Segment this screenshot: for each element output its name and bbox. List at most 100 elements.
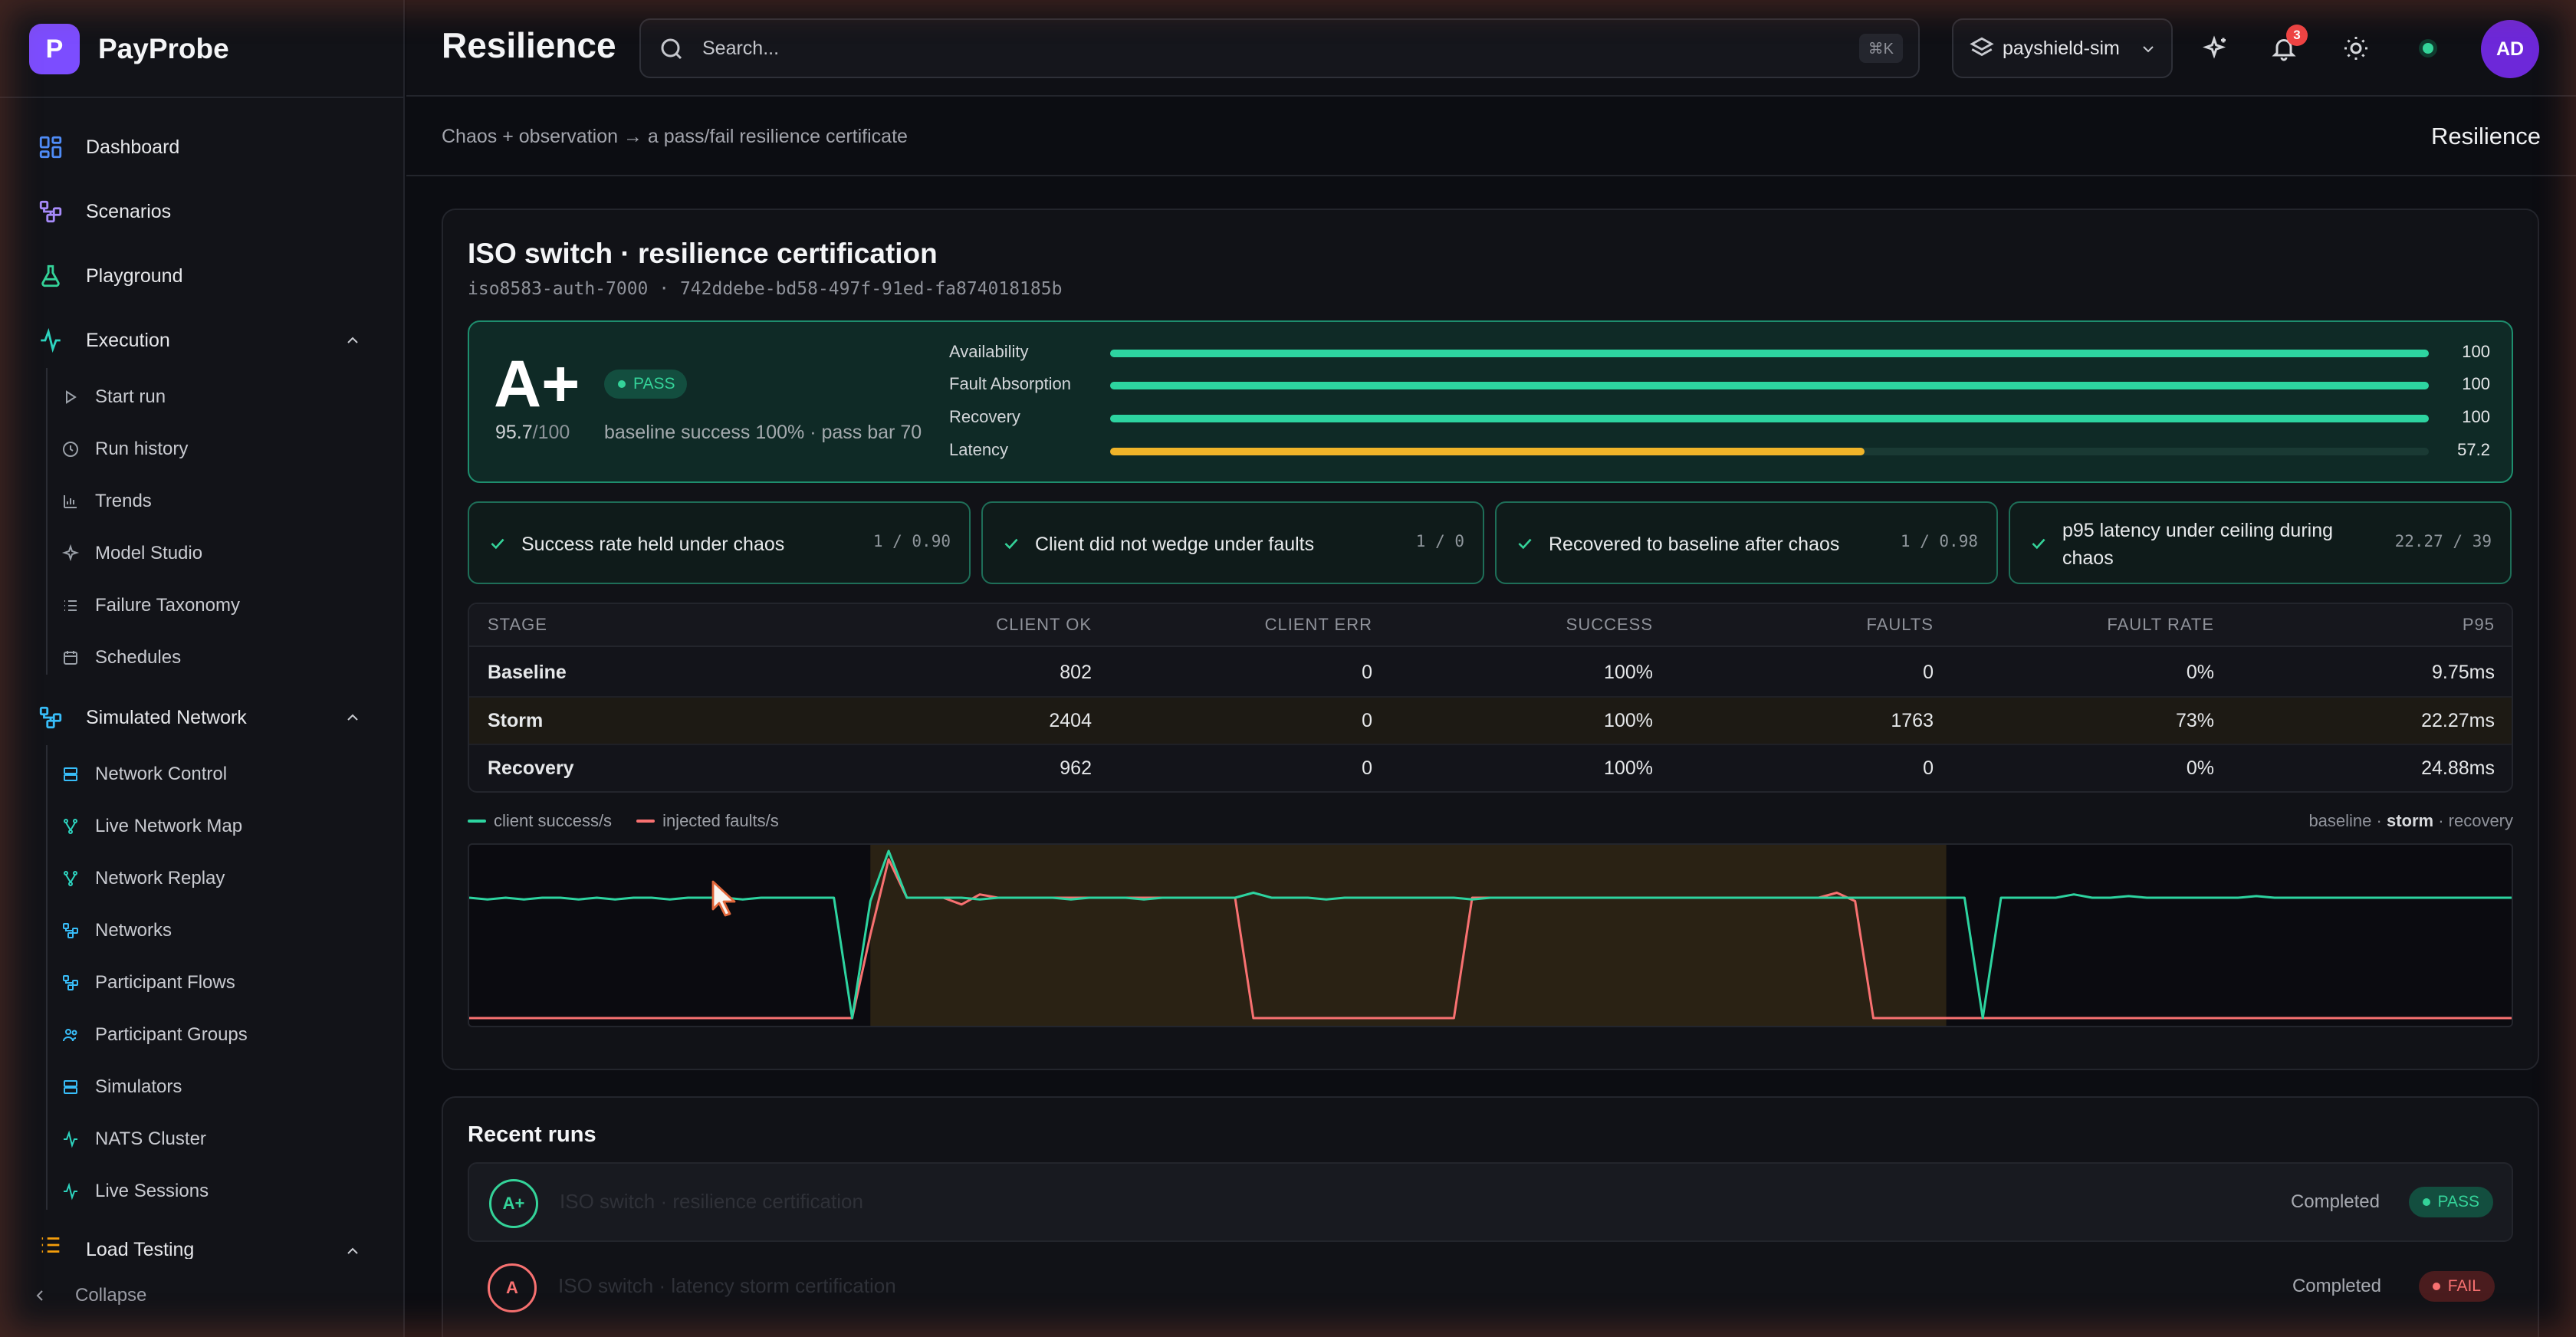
table-header-cell[interactable]: CLIENT OK bbox=[996, 615, 1092, 634]
environment-select[interactable]: payshield-sim bbox=[1952, 18, 2173, 78]
sidebar-item-model-studio[interactable]: Model Studio bbox=[0, 532, 405, 575]
table-cell: 100% bbox=[1604, 709, 1653, 731]
storm-phase-band bbox=[870, 845, 1947, 1026]
subheader: Chaos + observation → a pass/fail resili… bbox=[406, 98, 2576, 176]
table-cell: 100% bbox=[1604, 661, 1653, 683]
legend-item: client success/s bbox=[468, 811, 612, 831]
sidebar-item-live-sessions[interactable]: Live Sessions bbox=[0, 1170, 405, 1213]
sidebar-item-simulators[interactable]: Simulators bbox=[0, 1066, 405, 1109]
bell-icon bbox=[2272, 39, 2296, 61]
grade-note: baseline success 100% · pass bar 70 bbox=[604, 422, 922, 443]
table-row[interactable]: Recovery 962 0 100% 0 0% 24.88ms bbox=[469, 744, 2512, 791]
run-row[interactable]: A ISO switch · latency storm certificati… bbox=[468, 1248, 2513, 1328]
run-row[interactable]: A+ ISO switch · resilience certification… bbox=[468, 1162, 2513, 1242]
run-grade: A+ bbox=[489, 1179, 538, 1228]
sidebar-group-simulated-network[interactable]: Simulated Network bbox=[0, 695, 405, 741]
table-cell: 0% bbox=[2186, 661, 2214, 683]
table-header-cell[interactable]: STAGE bbox=[488, 615, 547, 634]
sun-icon bbox=[2344, 37, 2367, 60]
sidebar-item-dashboard[interactable]: Dashboard bbox=[0, 124, 405, 170]
sidebar-group-execution[interactable]: Execution bbox=[0, 317, 405, 363]
certification-id: iso8583-auth-7000 · 742ddebe-bd58-497f-9… bbox=[468, 279, 1063, 299]
sidebar-item-network-replay[interactable]: Network Replay bbox=[0, 857, 405, 900]
theme-toggle-button[interactable] bbox=[2338, 31, 2374, 66]
activity-icon bbox=[60, 1128, 81, 1150]
sidebar-item-schedules[interactable]: Schedules bbox=[0, 636, 405, 679]
recent-runs-card: Recent runs A+ ISO switch · resilience c… bbox=[442, 1096, 2539, 1337]
table-header-cell[interactable]: CLIENT ERR bbox=[1264, 615, 1372, 634]
brand-name: PayProbe bbox=[98, 33, 229, 64]
sidebar-group-load-testing[interactable]: Load Testing bbox=[0, 1228, 405, 1259]
table-cell: 100% bbox=[1604, 757, 1653, 779]
table-cell: 0 bbox=[1362, 757, 1372, 779]
check-item: Success rate held under chaos 1 / 0.90 bbox=[468, 501, 971, 584]
sidebar-group-label: Load Testing bbox=[86, 1239, 195, 1259]
metric-label: Recovery bbox=[949, 407, 1020, 426]
table-header-cell[interactable]: FAULTS bbox=[1866, 615, 1934, 634]
collapse-sidebar-button[interactable]: Collapse bbox=[31, 1279, 146, 1312]
sidebar-item-label: Simulators bbox=[95, 1076, 182, 1097]
sidebar-item-network-control[interactable]: Network Control bbox=[0, 753, 405, 796]
sidebar-item-run-history[interactable]: Run history bbox=[0, 428, 405, 471]
score-value: 95.7 bbox=[495, 422, 533, 443]
ai-sparkle-button[interactable] bbox=[2199, 31, 2234, 66]
phase-label-recovery: recovery bbox=[2448, 811, 2513, 830]
legend-swatch bbox=[468, 820, 486, 823]
chevron-up-icon[interactable] bbox=[340, 1239, 365, 1259]
notification-count: 3 bbox=[2286, 25, 2308, 46]
notifications-button[interactable]: 3 bbox=[2266, 25, 2308, 66]
table-cell: 0 bbox=[1923, 661, 1934, 683]
check-value: 1 / 0 bbox=[1415, 532, 1464, 550]
run-result: FAIL bbox=[2447, 1277, 2481, 1295]
check-value: 22.27 / 39 bbox=[2394, 532, 2492, 550]
phase-labels: baseline · storm · recovery bbox=[2308, 811, 2513, 830]
sidebar-item-label: Network Replay bbox=[95, 868, 225, 889]
check-list: Success rate held under chaos 1 / 0.90 Cli… bbox=[468, 501, 2513, 586]
table-header-cell[interactable]: P95 bbox=[2462, 615, 2495, 634]
sidebar-item-scenarios[interactable]: Scenarios bbox=[0, 189, 405, 235]
sidebar-item-participant-groups[interactable]: Participant Groups bbox=[0, 1013, 405, 1056]
table-cell: 22.27ms bbox=[2421, 709, 2495, 731]
table-header-cell[interactable]: SUCCESS bbox=[1566, 615, 1653, 634]
table-header-cell[interactable]: FAULT RATE bbox=[2107, 615, 2214, 634]
search-input[interactable]: Search... ⌘K bbox=[639, 18, 1920, 78]
legend-swatch bbox=[636, 820, 656, 823]
environment-label: payshield-sim bbox=[2003, 37, 2120, 59]
sidebar-item-label: Playground bbox=[86, 264, 183, 287]
users-icon bbox=[60, 1024, 81, 1046]
table-row[interactable]: Baseline 802 0 100% 0 0% 9.75ms bbox=[469, 649, 2512, 696]
metric-row: Fault Absorption 100 bbox=[949, 368, 2490, 400]
run-status: Completed bbox=[2292, 1276, 2381, 1296]
sidebar-item-trends[interactable]: Trends bbox=[0, 480, 405, 523]
table-cell: Recovery bbox=[488, 757, 574, 779]
check-icon bbox=[2029, 534, 2049, 557]
certification-title: ISO switch · resilience certification bbox=[468, 238, 938, 269]
status-dot-icon bbox=[618, 380, 626, 388]
avatar[interactable]: AD bbox=[2481, 20, 2539, 78]
metric-value: 100 bbox=[2462, 407, 2490, 426]
check-icon bbox=[1515, 534, 1535, 557]
check-label: p95 latency under ceiling during chaos bbox=[2062, 520, 2334, 569]
sidebar-item-failure-taxonomy[interactable]: Failure Taxonomy bbox=[0, 584, 405, 627]
sidebar-item-nats-cluster[interactable]: NATS Cluster bbox=[0, 1118, 405, 1161]
chevron-up-icon[interactable] bbox=[340, 705, 365, 730]
sidebar-item-start-run[interactable]: Start run bbox=[0, 376, 405, 419]
mouse-cursor bbox=[710, 879, 741, 922]
metric-bar-track bbox=[1110, 350, 2429, 357]
chevron-up-icon[interactable] bbox=[340, 328, 365, 353]
scenarios-icon bbox=[37, 198, 64, 225]
chevron-left-icon bbox=[36, 1290, 43, 1301]
metric-row: Latency 57.2 bbox=[949, 434, 2490, 466]
sidebar-item-playground[interactable]: Playground bbox=[0, 253, 405, 299]
connection-status-indicator bbox=[2410, 31, 2446, 66]
sidebar-item-participant-flows[interactable]: Participant Flows bbox=[0, 961, 405, 1004]
metric-row: Recovery 100 bbox=[949, 401, 2490, 433]
table-header: STAGE CLIENT OK CLIENT ERR SUCCESS FAULTS FAU… bbox=[469, 604, 2512, 647]
brand[interactable]: P PayProbe bbox=[29, 23, 229, 75]
metric-bar-fill bbox=[1110, 382, 2429, 389]
table-row[interactable]: Storm 2404 0 100% 1763 73% 22.27ms bbox=[469, 696, 2512, 744]
sidebar-item-live-network-map[interactable]: Live Network Map bbox=[0, 805, 405, 848]
sidebar-item-label: Participant Flows bbox=[95, 972, 235, 993]
sidebar-item-networks[interactable]: Networks bbox=[0, 909, 405, 952]
table-cell: 0 bbox=[1362, 709, 1372, 731]
